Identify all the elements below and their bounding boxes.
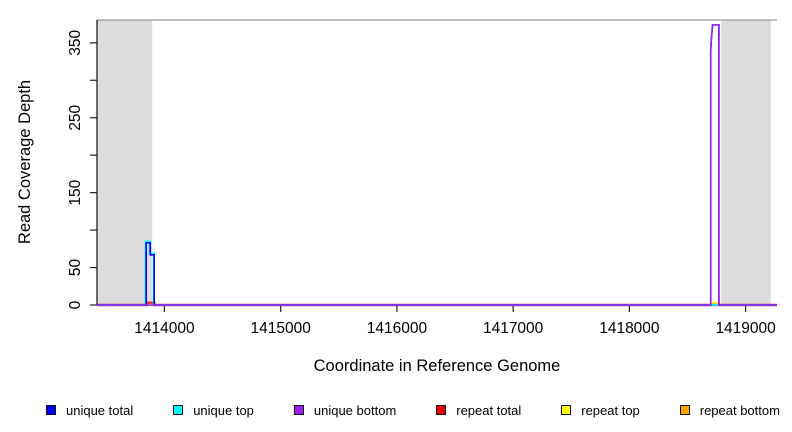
legend: unique total unique top unique bottom re… — [46, 397, 780, 423]
x-tick-label: 1414000 — [134, 320, 195, 337]
y-tick-label: 350 — [67, 30, 84, 56]
legend-color-swatch-icon — [46, 405, 56, 415]
legend-item: repeat total — [436, 403, 521, 418]
y-tick-label: 50 — [67, 259, 84, 277]
legend-color-swatch-icon — [293, 405, 304, 415]
x-axis-title: Coordinate in Reference Genome — [314, 357, 561, 375]
legend-item-label: unique top — [193, 402, 254, 418]
y-tick-label: 150 — [67, 179, 84, 205]
legend-color-swatch-icon — [679, 405, 690, 415]
plot-area: 0 50 150 250 350 1414000 1415000 1416000 1417000… — [67, 19, 777, 337]
x-tick-label: 1418000 — [599, 320, 660, 337]
legend-item-label: repeat bottom — [699, 402, 780, 418]
legend-item-label: repeat top — [581, 402, 640, 418]
legend-item: repeat top — [561, 403, 640, 418]
legend-color-swatch-icon — [436, 405, 447, 415]
x-tick-label: 1417000 — [483, 320, 544, 337]
legend-item-label: unique bottom — [313, 402, 397, 418]
legend-item-label: repeat total — [456, 402, 522, 418]
legend-item: unique bottom — [293, 402, 397, 418]
legend-item: repeat bottom — [679, 402, 780, 418]
legend-item: unique total — [46, 403, 133, 418]
series-unique-top — [97, 240, 777, 306]
y-tick-label: 0 — [67, 300, 84, 309]
series-unique-bottom — [97, 24, 777, 306]
legend-item-label: unique total — [66, 402, 134, 418]
legend-color-swatch-icon — [561, 405, 572, 415]
x-tick-label: 1415000 — [250, 320, 311, 337]
shaded-region — [97, 20, 153, 305]
y-tick-label: 250 — [67, 104, 84, 130]
x-tick-label: 1416000 — [367, 320, 428, 337]
legend-color-swatch-icon — [173, 405, 184, 415]
shaded-region — [721, 20, 771, 305]
x-tick-label: 1419000 — [715, 320, 776, 337]
y-axis-title: Read Coverage Depth — [16, 80, 34, 244]
legend-item: unique top — [173, 403, 254, 418]
series-unique-total — [97, 24, 777, 306]
